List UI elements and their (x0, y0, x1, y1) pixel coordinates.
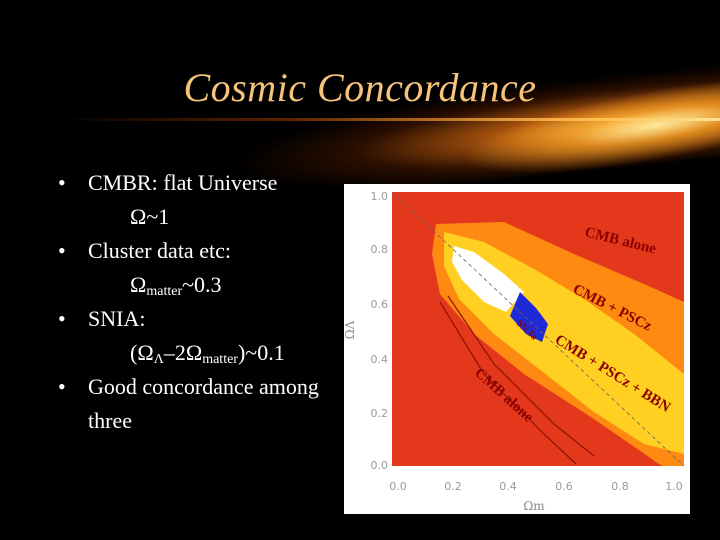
region-white (452, 246, 524, 312)
x-tick-label: 0.8 (611, 480, 629, 493)
y-tick-label: 0.4 (371, 353, 389, 366)
bullet-text: CMBR: flat Universe (88, 170, 278, 195)
x-tick-label: 1.0 (665, 480, 683, 493)
y-tick-label: 0.8 (371, 243, 389, 256)
bullet-subline: three (58, 404, 358, 438)
x-tick-label: 0.6 (555, 480, 573, 493)
contour-line (447, 295, 595, 457)
y-tick-labels: 1.0 0.8 0.6 0.4 0.2 0.0 (371, 190, 389, 472)
y-tick-label: 1.0 (371, 190, 389, 203)
bullet-subline: Ωmatter~0.3 (58, 268, 358, 302)
bullet-text: SNIA: (88, 306, 146, 331)
bullet-subline: Ω~1 (58, 200, 358, 234)
x-axis-label: Ωm (523, 499, 545, 513)
bullet-text: Good concordance among (88, 374, 319, 399)
x-tick-label: 0.4 (499, 480, 517, 493)
bullet-item: • SNIA: (58, 302, 358, 336)
slide-title: Cosmic Concordance (183, 65, 537, 110)
bullet-subline: (ΩΛ–2Ωmatter)~0.1 (58, 336, 358, 370)
bullet-item: • Cluster data etc: (58, 234, 358, 268)
bullet-item: • CMBR: flat Universe (58, 166, 358, 200)
bullet-text: Cluster data etc: (88, 238, 231, 263)
x-tick-label: 0.0 (389, 480, 407, 493)
bullet-subtext: (ΩΛ–2Ωmatter)~0.1 (130, 340, 285, 367)
concordance-plot: CMB alone CMB + PSCz CMB + PSCz + BBN CM… (343, 184, 690, 514)
bullet-list: • CMBR: flat Universe Ω~1 • Cluster data… (58, 166, 358, 438)
bullet-subtext: Ω~1 (130, 204, 170, 229)
x-tick-label: 0.2 (444, 480, 462, 493)
x-tick-labels: 0.0 0.2 0.4 0.6 0.8 1.0 (389, 480, 683, 493)
bullet-marker: • (58, 170, 66, 195)
bullet-item: • Good concordance among (58, 370, 358, 404)
bullet-subtext: Ωmatter~0.3 (130, 272, 222, 299)
y-tick-label: 0.2 (371, 407, 389, 420)
concordance-plot-svg: CMB alone CMB + PSCz CMB + PSCz + BBN CM… (343, 190, 685, 513)
bullet-marker: • (58, 238, 66, 263)
contour-line (439, 301, 577, 465)
title-rule (60, 118, 720, 121)
region-sn-ia (510, 292, 548, 342)
bullet-text-continuation: three (88, 408, 132, 433)
flat-universe-line (391, 191, 685, 467)
y-tick-label: 0.0 (371, 459, 389, 472)
y-axis-label: ΩΛ (344, 320, 357, 339)
y-tick-label: 0.6 (371, 298, 389, 311)
bullet-marker: • (58, 306, 66, 331)
bullet-marker: • (58, 374, 66, 399)
